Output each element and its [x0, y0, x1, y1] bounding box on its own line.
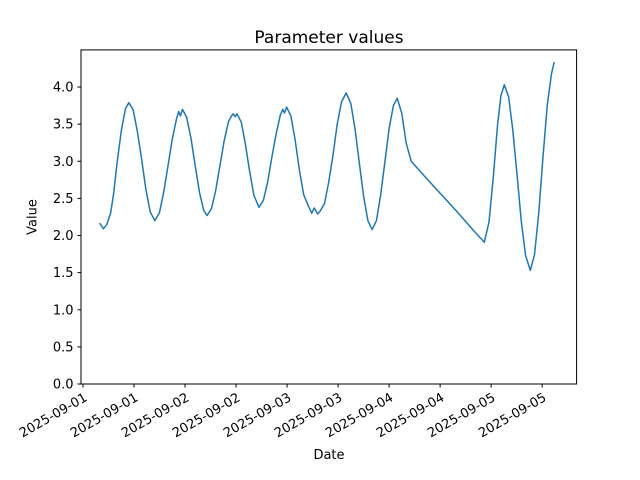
y-tick-label: 3.0: [53, 155, 74, 170]
x-axis-label: Date: [313, 448, 345, 463]
y-tick-label: 2.0: [53, 229, 74, 244]
chart-title: Parameter values: [254, 28, 404, 48]
y-tick-label: 4.0: [53, 81, 74, 96]
y-tick-label: 0.5: [53, 340, 74, 355]
y-tick-label: 0.0: [53, 378, 74, 393]
y-tick-label: 1.0: [53, 303, 74, 318]
axes-spines: [80, 49, 578, 385]
y-tick-label: 2.5: [53, 192, 74, 207]
y-tick-label: 1.5: [53, 266, 74, 281]
parameter-line-series: [99, 61, 555, 272]
y-tick-label: 3.5: [53, 118, 74, 133]
